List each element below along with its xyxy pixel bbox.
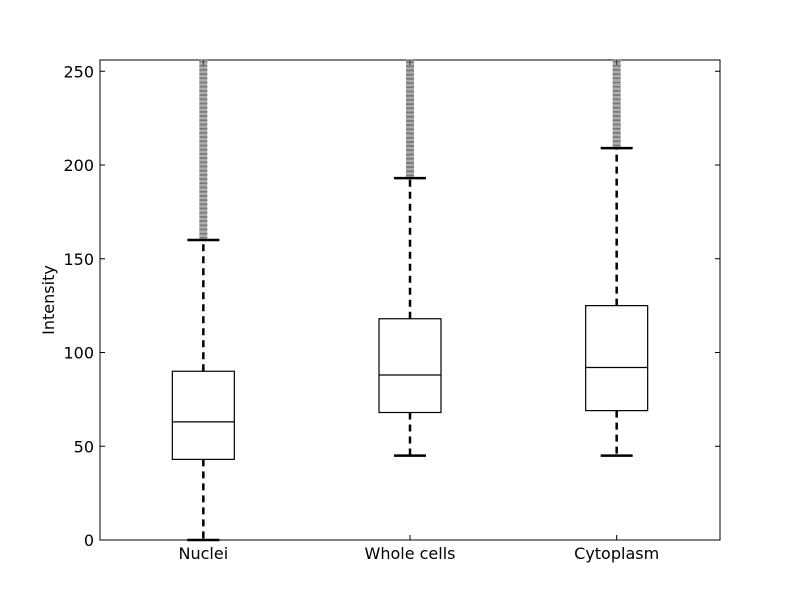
y-tick-label: 0 (84, 531, 94, 550)
y-tick-label: 100 (63, 344, 94, 363)
box-whole-cells (378, 59, 442, 457)
x-tick-label: Nuclei (179, 544, 229, 563)
x-tick-label: Cytoplasm (574, 544, 659, 563)
x-axis: Nuclei Whole cells Cytoplasm (179, 60, 659, 563)
y-tick-label: 50 (74, 437, 94, 456)
iqr-box (585, 305, 649, 412)
box-cytoplasm (585, 59, 649, 457)
iqr-box (378, 318, 442, 414)
y-tick-label: 200 (63, 156, 94, 175)
y-axis: 0 50 100 150 200 250 (63, 62, 720, 550)
x-tick-label: Whole cells (365, 544, 456, 563)
iqr-box (171, 370, 235, 460)
y-axis-label: Intensity (39, 265, 58, 335)
y-tick-label: 150 (63, 250, 94, 269)
boxes-group (171, 59, 649, 542)
y-tick-label: 250 (63, 62, 94, 81)
box-nuclei (171, 59, 235, 542)
